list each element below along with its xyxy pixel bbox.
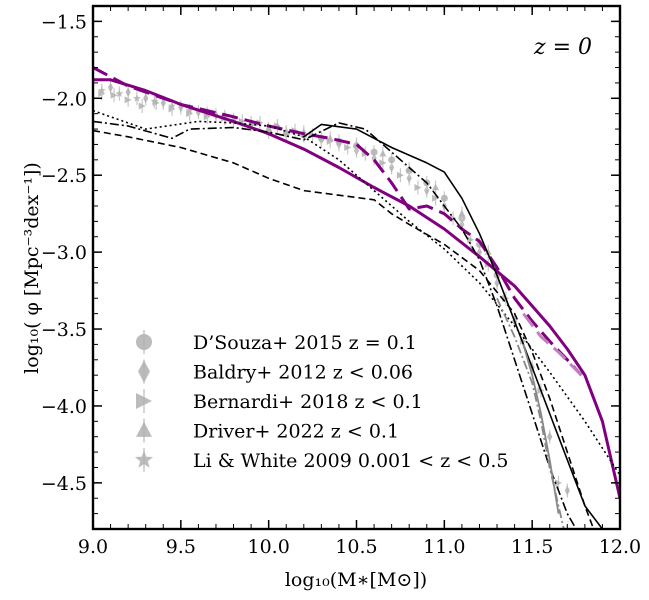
model-curves (93, 66, 620, 529)
series-black-solid (303, 123, 604, 529)
y-axis-label: log₁₀( φ [Mpc⁻³dex⁻¹]) (21, 162, 43, 374)
obs-point-circle (440, 194, 448, 202)
obs-point-triangle-up (379, 149, 387, 157)
x-axis-ticks: 9.0 9.5 10.0 10.5 11.0 11.5 12.0 (78, 6, 641, 558)
obs-point-triangle-up (458, 209, 466, 217)
obs-point-circle (388, 156, 396, 164)
legend-label: Driver+ 2022 z < 0.1 (193, 421, 399, 443)
x-tick-label: 9.0 (78, 536, 108, 558)
obs-point-triangle-right (379, 159, 387, 167)
obs-point-star (150, 97, 159, 105)
x-tick-label: 10.0 (248, 536, 290, 558)
y-tick-label: −3.0 (41, 242, 87, 264)
obs-point-diamond (564, 485, 570, 496)
series-black-dotted (93, 109, 620, 476)
obs-point-diamond (424, 185, 430, 196)
obs-point-diamond (547, 431, 553, 442)
obs-point-circle (282, 130, 290, 138)
y-tick-label: −4.5 (41, 473, 87, 495)
legend-marker-star (134, 450, 154, 468)
series-black-dashdot (93, 120, 577, 529)
obs-point-triangle-up (432, 183, 440, 191)
obs-point-triangle-right (396, 171, 404, 179)
x-tick-label: 12.0 (599, 536, 641, 558)
obs-point-star (185, 106, 194, 114)
obs-point-triangle-up (326, 134, 334, 142)
y-axis-ticks: −1.5 −2.0 −2.5 −3.0 −3.5 −4.0 −4.5 (41, 5, 620, 515)
obs-point-diamond (160, 98, 166, 108)
series-black-dashed (93, 129, 595, 529)
y-tick-label: −2.0 (41, 88, 87, 110)
obs-point-star (115, 89, 124, 98)
y-tick-label: −1.5 (41, 11, 87, 33)
x-tick-label: 9.5 (166, 536, 196, 558)
obs-point-star (97, 86, 106, 95)
series-gray-solid (522, 344, 560, 514)
obs-point-diamond (143, 93, 149, 104)
redshift-annotation: z = 0 (533, 35, 592, 60)
obs-point-star (132, 94, 141, 102)
obs-point-diamond (406, 173, 412, 184)
obs-point-triangle-right (414, 184, 422, 192)
series-purple-dashed (93, 66, 583, 377)
legend-marker-circle (136, 334, 152, 350)
legend-marker-triangle-right (136, 393, 152, 409)
obs-point-triangle-right (124, 96, 132, 104)
obs-point-diamond (125, 87, 131, 98)
y-tick-label: −4.0 (41, 396, 87, 418)
obs-point-diamond (195, 107, 202, 118)
x-tick-label: 10.5 (335, 536, 377, 558)
legend-label: Bernardi+ 2018 z < 0.1 (193, 391, 423, 413)
obs-point-star (168, 101, 177, 110)
obs-point-triangle-right (138, 102, 146, 110)
x-tick-label: 11.5 (511, 536, 553, 558)
legend-label: D’Souza+ 2015 z = 0.1 (193, 332, 417, 354)
legend-marker-triangle-up (136, 421, 152, 437)
obs-point-star (220, 112, 229, 121)
obs-point-triangle-right (110, 91, 118, 99)
x-tick-label: 11.0 (423, 536, 465, 558)
x-axis-label: log₁₀(M∗[M⊙]) (285, 569, 427, 591)
y-tick-label: −3.5 (41, 319, 87, 341)
obs-point-triangle-up (484, 248, 492, 255)
obs-point-triangle-right (467, 236, 475, 244)
legend-label: Li & White 2009 0.001 < z < 0.5 (193, 450, 508, 472)
obs-point-diamond (107, 82, 114, 93)
legend-label: Baldry+ 2012 z < 0.06 (193, 362, 413, 384)
obs-point-triangle-right (432, 194, 440, 202)
legend-marker-diamond (138, 360, 150, 383)
obs-point-triangle-right (555, 479, 563, 487)
y-tick-label: −2.5 (41, 165, 87, 187)
obs-point-diamond (389, 162, 395, 173)
series-purple-light-dashed (522, 312, 583, 377)
obs-point-triangle-right (344, 144, 352, 152)
legend: D’Souza+ 2015 z = 0.1 Baldry+ 2012 z < 0.… (134, 330, 508, 472)
obs-point-circle (370, 148, 378, 156)
